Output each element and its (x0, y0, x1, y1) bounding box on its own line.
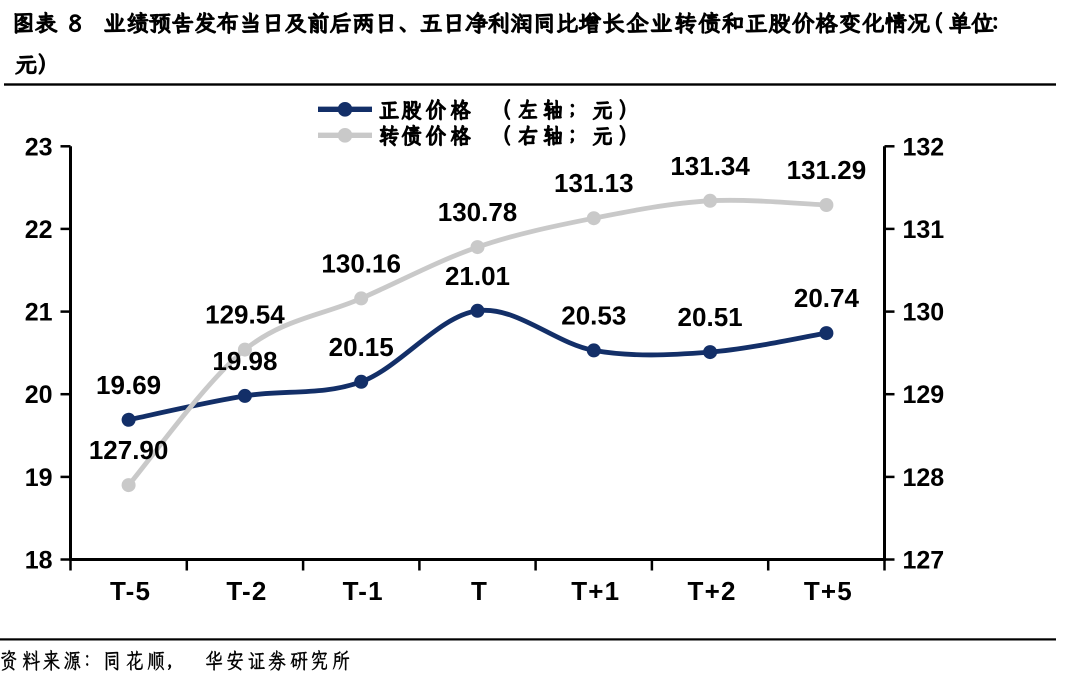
svg-text:18: 18 (25, 547, 53, 575)
svg-text:T+5: T+5 (804, 576, 853, 606)
svg-text:19.98: 19.98 (212, 346, 277, 376)
svg-text:131: 131 (903, 216, 945, 244)
svg-text:T: T (471, 576, 488, 606)
svg-text:20.53: 20.53 (561, 300, 626, 330)
svg-text:20.74: 20.74 (794, 283, 860, 313)
svg-text:20: 20 (25, 381, 53, 409)
svg-text:130.78: 130.78 (438, 197, 518, 227)
svg-text:T-2: T-2 (226, 576, 267, 606)
svg-text:130.16: 130.16 (321, 248, 401, 278)
svg-text:131.13: 131.13 (554, 168, 634, 198)
svg-text:131.29: 131.29 (787, 155, 867, 185)
svg-text:127.90: 127.90 (89, 435, 169, 465)
svg-text:21.01: 21.01 (445, 261, 510, 291)
svg-text:131.34: 131.34 (670, 151, 750, 181)
svg-text:23: 23 (25, 133, 53, 161)
svg-text:128: 128 (903, 464, 945, 492)
svg-text:T-5: T-5 (110, 576, 151, 606)
svg-text:20.51: 20.51 (678, 302, 743, 332)
svg-text:129.54: 129.54 (205, 300, 285, 330)
svg-text:T+2: T+2 (688, 576, 737, 606)
svg-text:127: 127 (903, 547, 945, 575)
svg-text:130: 130 (903, 299, 945, 327)
svg-text:19.69: 19.69 (96, 370, 161, 400)
svg-text:20.15: 20.15 (329, 332, 394, 362)
svg-text:T-1: T-1 (343, 576, 384, 606)
svg-text:129: 129 (903, 381, 945, 409)
svg-text:T+1: T+1 (571, 576, 620, 606)
svg-text:132: 132 (903, 133, 945, 161)
svg-text:19: 19 (25, 464, 53, 492)
svg-text:22: 22 (25, 216, 53, 244)
svg-text:21: 21 (25, 299, 53, 327)
